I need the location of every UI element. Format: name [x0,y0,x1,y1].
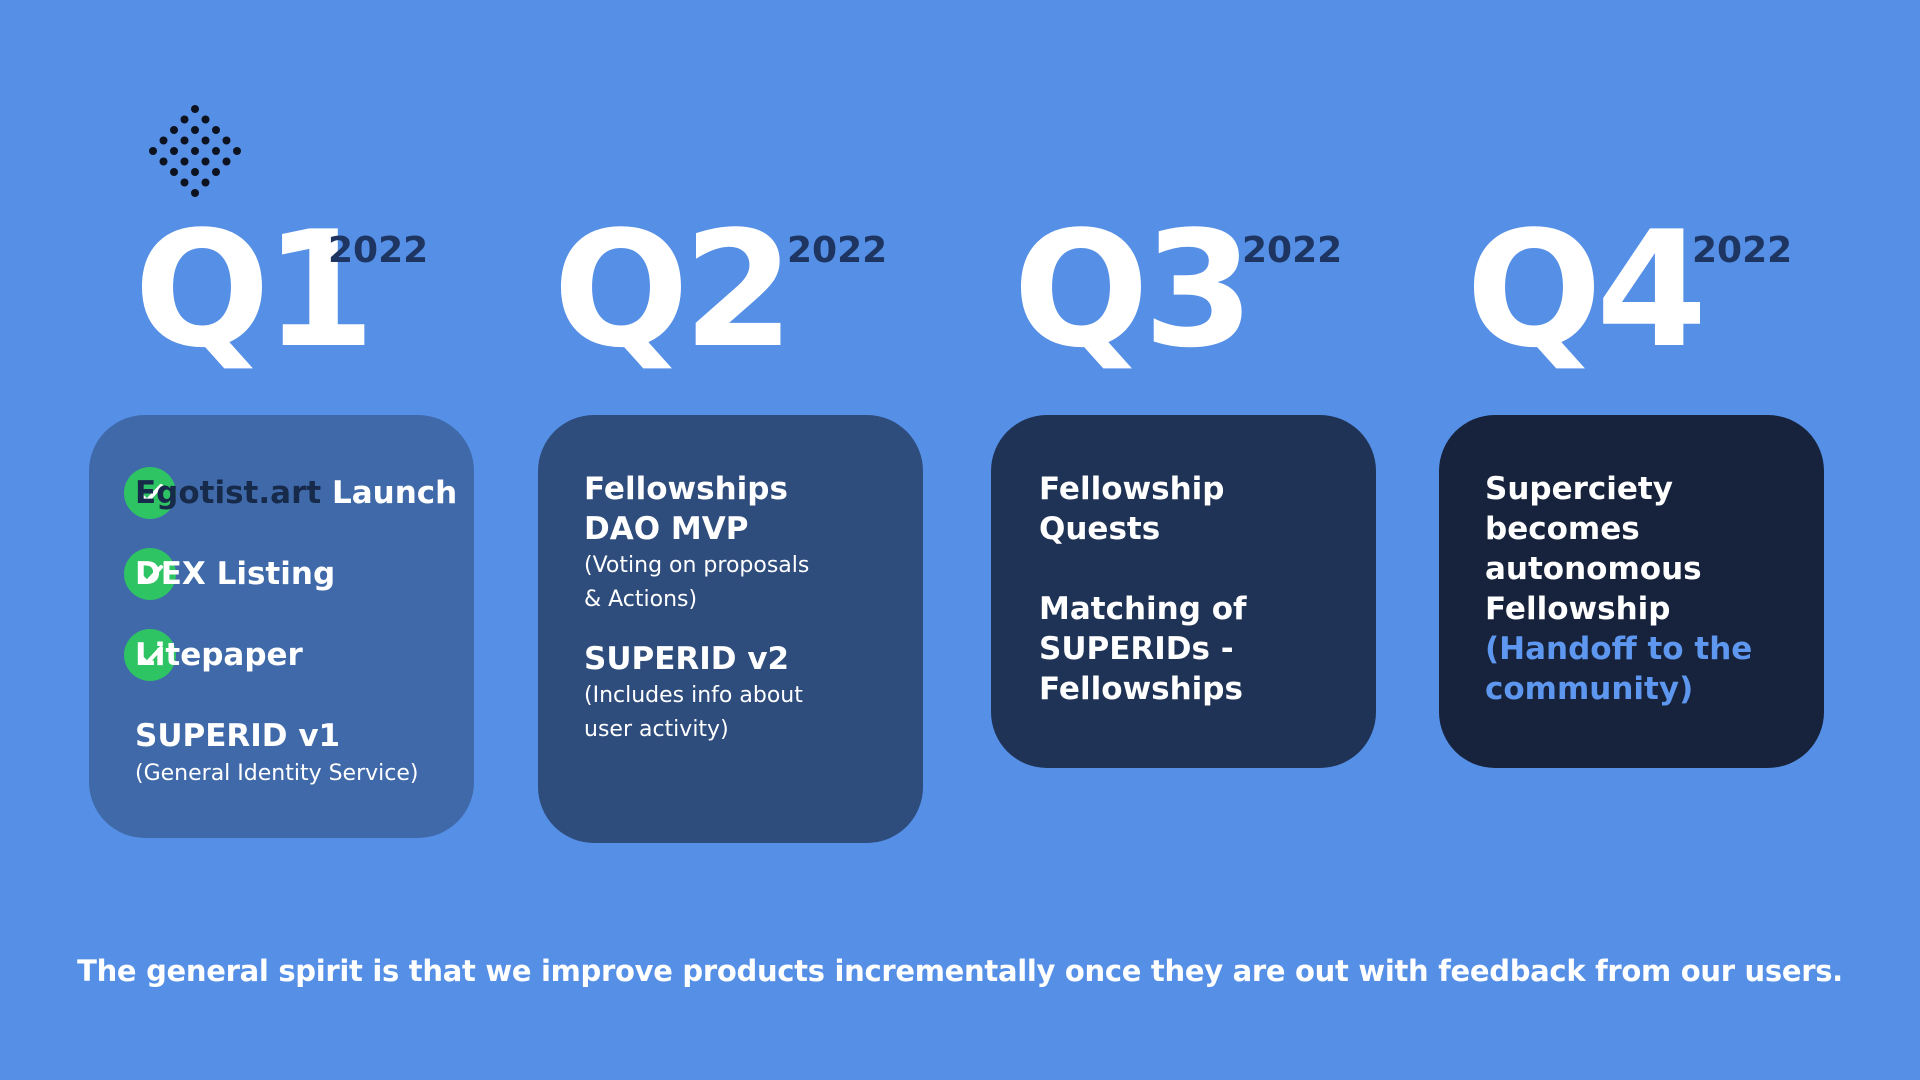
quarter-year: 2022 [787,230,888,271]
q4-content: Superciety becomes autonomous Fellowship… [1485,469,1752,709]
quarter-year: 2022 [1692,230,1793,271]
q3-line2: Quests [1039,511,1161,547]
roadmap-card-q2: Fellowships DAO MVP (Voting on proposals… [538,415,923,843]
q2-title-line2: DAO MVP [584,511,749,547]
logo-dot [191,189,199,197]
quarter-label: Q2 [553,196,794,383]
logo-dot [159,157,168,166]
q2-sub2-line2: user activity) [584,717,729,742]
logo-dot [201,136,210,145]
logo-dot [191,126,199,134]
logo-dot [222,136,231,145]
q2-title-line1: Fellowships [584,471,788,507]
q4-line1: Superciety [1485,471,1673,507]
check-icon [124,548,176,600]
logo-dot [212,168,220,176]
logo-dot [191,168,199,176]
logo-dot [201,115,210,124]
logo-dot [212,147,220,155]
footer-statement: The general spirit is that we improve pr… [77,954,1843,988]
q2-content: Fellowships DAO MVP (Voting on proposals… [584,469,809,747]
q1-item-4-subtitle: (General Identity Service) [135,761,419,786]
logo-dot [149,147,157,155]
logo-dot [191,105,199,113]
q3-line4: SUPERIDs - [1039,631,1234,667]
check-icon [124,467,176,519]
roadmap-card-q1: Egotist.art Launch DEX Listing Litepaper… [89,415,474,838]
logo-dot [159,136,168,145]
q3-content: Fellowship Quests Matching of SUPERIDs -… [1039,469,1247,709]
q4-line6: community) [1485,671,1694,707]
logo-dot [180,178,189,187]
q4-line5: (Handoff to the [1485,631,1753,667]
check-icon [124,629,176,681]
egotist-brand: Egotist.art [135,475,322,511]
q3-line5: Fellowships [1039,671,1243,707]
q4-line3: autonomous [1485,551,1702,587]
logo-dot [191,147,199,155]
logo-dot [170,147,178,155]
roadmap-card-q4: Superciety becomes autonomous Fellowship… [1439,415,1824,768]
logo-dot [222,157,231,166]
logo-dot [233,147,241,155]
logo-dot [180,136,189,145]
q1-item-3-text: Litepaper [135,637,303,673]
q1-item-1-text: Egotist.art Launch [135,473,457,513]
dotted-diamond-logo [148,104,242,198]
q3-line1: Fellowship [1039,471,1225,507]
q4-line2: becomes [1485,511,1640,547]
logo-dot [212,126,220,134]
logo-dot [170,126,178,134]
q4-line4: Fellowship [1485,591,1671,627]
q3-line3: Matching of [1039,591,1247,627]
q2-sub2-line1: (Includes info about [584,683,803,708]
quarter-label: Q3 [1013,196,1254,383]
roadmap-card-q3: Fellowship Quests Matching of SUPERIDs -… [991,415,1376,768]
q1-item-4-title: SUPERID v1 [135,718,341,754]
logo-dot [201,157,210,166]
logo-dot [170,168,178,176]
q1-item-2-text: DEX Listing [135,556,336,592]
logo-dot [201,178,210,187]
logo-dot [180,115,189,124]
q2-sub1-line1: (Voting on proposals [584,553,810,578]
quarter-year: 2022 [1242,230,1343,271]
logo-dot [180,157,189,166]
quarter-year: 2022 [328,230,429,271]
quarter-label: Q1 [134,196,375,383]
q2-sub1-line2: & Actions) [584,587,698,612]
quarter-label: Q4 [1466,196,1707,383]
launch-label: Launch [321,475,458,511]
q2-title2: SUPERID v2 [584,641,790,677]
